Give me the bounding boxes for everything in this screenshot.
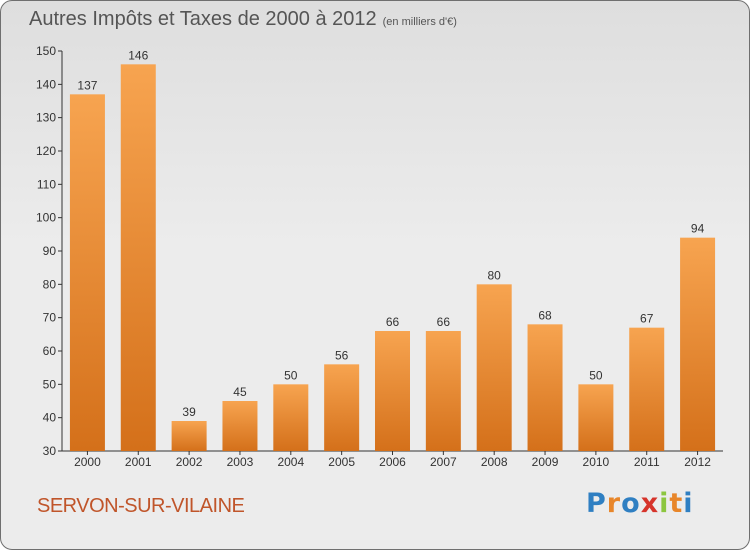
bar-value-label: 39 bbox=[182, 405, 196, 419]
x-tick-label: 2005 bbox=[328, 455, 355, 469]
y-tick-label: 40 bbox=[43, 411, 57, 425]
bar-value-label: 67 bbox=[640, 312, 654, 326]
bar bbox=[578, 384, 614, 451]
bar-value-label: 94 bbox=[691, 222, 705, 236]
bar bbox=[375, 331, 410, 451]
chart-title: Autres Impôts et Taxes de 2000 à 2012 (en… bbox=[29, 8, 457, 31]
x-tick-label: 2000 bbox=[74, 455, 101, 469]
bar bbox=[120, 64, 156, 452]
bar bbox=[527, 324, 563, 451]
bar bbox=[171, 421, 207, 451]
bar bbox=[629, 327, 665, 451]
bar bbox=[476, 284, 512, 451]
logo-letter: i bbox=[683, 488, 694, 519]
location-label: SERVON-SUR-VILAINE bbox=[37, 495, 245, 517]
x-tick-label: 2010 bbox=[583, 455, 610, 469]
x-tick-label: 2001 bbox=[125, 455, 152, 469]
y-tick-label: 110 bbox=[37, 177, 56, 191]
chart-title-text: Autres Impôts et Taxes de 2000 à 2012 bbox=[29, 8, 377, 30]
y-tick-label: 140 bbox=[36, 77, 56, 91]
y-tick-label: 80 bbox=[43, 277, 57, 291]
bar bbox=[222, 401, 258, 451]
bar-value-label: 50 bbox=[589, 368, 603, 382]
y-tick-label: 60 bbox=[43, 344, 57, 358]
y-tick-label: 70 bbox=[43, 311, 57, 325]
y-tick-label: 150 bbox=[36, 44, 56, 58]
bar bbox=[425, 331, 461, 451]
y-tick-label: 30 bbox=[43, 444, 57, 458]
bar-value-label: 66 bbox=[437, 315, 451, 329]
x-tick-label: 2007 bbox=[430, 455, 457, 469]
x-tick-label: 2002 bbox=[176, 455, 203, 469]
y-tick-label: 50 bbox=[43, 377, 57, 391]
y-tick-label: 90 bbox=[43, 244, 57, 258]
x-tick-label: 2011 bbox=[634, 455, 660, 469]
bar bbox=[324, 364, 360, 451]
y-tick-label: 100 bbox=[36, 211, 56, 225]
bar-value-label: 56 bbox=[335, 348, 349, 362]
logo-letter: r bbox=[606, 488, 622, 519]
bar bbox=[273, 384, 309, 451]
bar-value-label: 45 bbox=[233, 385, 247, 399]
bar-value-label: 146 bbox=[128, 48, 148, 62]
logo-letter: t bbox=[669, 488, 684, 519]
x-tick-label: 2003 bbox=[227, 455, 254, 469]
x-tick-label: 2008 bbox=[481, 455, 508, 469]
proxiti-logo: Proxiti bbox=[586, 488, 694, 519]
bar-value-label: 137 bbox=[77, 78, 97, 92]
bar-value-label: 80 bbox=[488, 268, 502, 282]
bar bbox=[69, 94, 105, 451]
chart-subtitle: (en milliers d'€) bbox=[382, 16, 457, 28]
bar-value-label: 66 bbox=[386, 315, 400, 329]
bar bbox=[680, 237, 716, 451]
logo-letter: x bbox=[640, 488, 660, 519]
logo-letter: P bbox=[586, 488, 607, 519]
x-tick-label: 2004 bbox=[277, 455, 304, 469]
logo-letter: o bbox=[621, 488, 641, 519]
x-tick-label: 2006 bbox=[379, 455, 406, 469]
y-tick-label: 120 bbox=[36, 144, 56, 158]
x-tick-label: 2009 bbox=[532, 455, 559, 469]
x-tick-label: 2012 bbox=[684, 455, 711, 469]
y-tick-label: 130 bbox=[36, 111, 56, 125]
logo-letter: i bbox=[659, 488, 670, 519]
bar-value-label: 68 bbox=[538, 308, 552, 322]
bar-value-label: 50 bbox=[284, 368, 298, 382]
